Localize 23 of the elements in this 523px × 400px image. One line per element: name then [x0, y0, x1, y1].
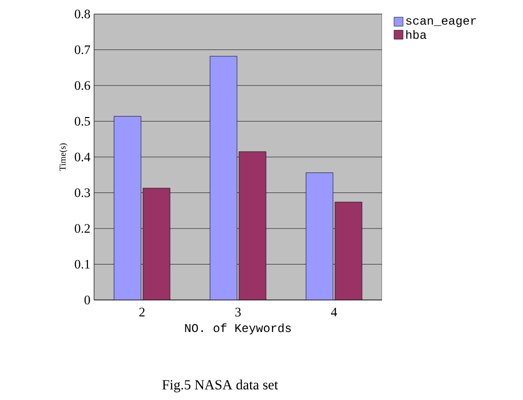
bar [210, 56, 238, 300]
bar [142, 188, 170, 300]
y-tick-label: 0.5 [74, 116, 90, 126]
y-tick-label: 0.4 [74, 152, 90, 162]
legend-label: scan_eager [406, 18, 476, 28]
y-axis-title: Time(s) [59, 143, 68, 171]
bar [114, 116, 142, 300]
y-tick-label: 0.6 [74, 81, 90, 90]
x-tick-label: 2 [139, 308, 145, 316]
legend-label: hba [406, 30, 426, 39]
bar [238, 151, 266, 300]
bar [306, 172, 334, 300]
y-tick-label: 0.7 [74, 45, 90, 54]
y-tick-label: 0.8 [74, 10, 90, 18]
x-tick-label: 4 [331, 308, 338, 316]
x-axis-title: NO. of Keywords [185, 323, 291, 334]
y-tick-label: 0 [84, 296, 90, 304]
caption: Fig.5 NASA data set [162, 380, 278, 392]
y-tick-label: 0.3 [74, 188, 90, 198]
y-tick-label: 0.1 [74, 260, 90, 269]
x-tick-label: 3 [235, 308, 241, 316]
y-tick-label: 0.2 [74, 224, 90, 233]
bar [334, 202, 362, 300]
